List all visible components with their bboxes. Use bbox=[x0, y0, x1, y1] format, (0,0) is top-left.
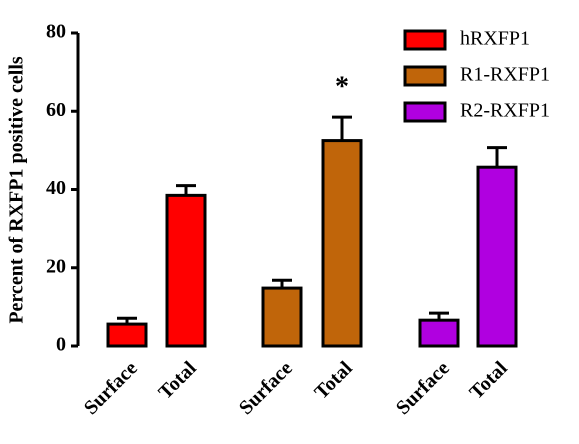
bar bbox=[476, 165, 518, 348]
error-bar bbox=[487, 146, 507, 168]
legend-swatch bbox=[403, 29, 447, 51]
bar bbox=[418, 318, 460, 348]
legend-label: R1-RXFP1 bbox=[460, 64, 550, 86]
bar bbox=[321, 139, 363, 348]
x-tick-label: Surface bbox=[392, 357, 454, 419]
bar bbox=[165, 193, 207, 348]
legend-swatch bbox=[403, 101, 447, 123]
legend-swatch bbox=[403, 65, 447, 87]
x-tick-label: Surface bbox=[80, 357, 142, 419]
error-bar bbox=[176, 184, 196, 196]
annotation: * bbox=[335, 72, 349, 103]
y-tick-label: 60 bbox=[46, 99, 66, 121]
y-tick-label: 0 bbox=[56, 334, 66, 356]
x-tick-label: Total bbox=[310, 357, 357, 404]
x-tick-label: Total bbox=[154, 357, 201, 404]
y-tick-label: 20 bbox=[46, 255, 66, 277]
legend-label: hRXFP1 bbox=[460, 28, 530, 50]
error-bar bbox=[332, 115, 352, 141]
bar bbox=[261, 286, 303, 348]
y-tick-label: 40 bbox=[46, 177, 66, 199]
bar bbox=[106, 322, 148, 348]
x-tick-label: Surface bbox=[235, 357, 297, 419]
y-axis-label: Percent of RXFP1 positive cells bbox=[6, 56, 28, 324]
x-tick-label: Total bbox=[465, 357, 512, 404]
y-tick-label: 80 bbox=[46, 21, 66, 43]
legend-label: R2-RXFP1 bbox=[460, 100, 550, 122]
